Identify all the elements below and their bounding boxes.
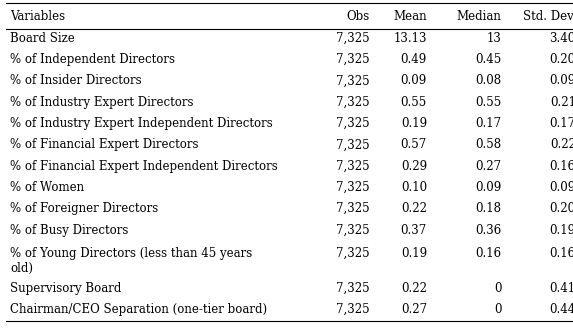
Text: 0.44: 0.44	[550, 303, 573, 316]
Text: 0.22: 0.22	[401, 281, 427, 294]
Text: % of Foreigner Directors: % of Foreigner Directors	[10, 202, 159, 215]
Text: 0.41: 0.41	[550, 281, 573, 294]
Text: 0.22: 0.22	[550, 138, 573, 151]
Text: % of Industry Expert Independent Directors: % of Industry Expert Independent Directo…	[10, 117, 273, 130]
Text: % of Young Directors (less than 45 years
old): % of Young Directors (less than 45 years…	[10, 247, 253, 275]
Text: Obs: Obs	[346, 10, 370, 23]
Text: % of Women: % of Women	[10, 181, 84, 194]
Text: 0.17: 0.17	[550, 117, 573, 130]
Text: 3.40: 3.40	[550, 32, 573, 45]
Text: 7,325: 7,325	[336, 74, 370, 87]
Text: Board Size: Board Size	[10, 32, 75, 45]
Text: 0.27: 0.27	[401, 303, 427, 316]
Text: 7,325: 7,325	[336, 247, 370, 260]
Text: 7,325: 7,325	[336, 181, 370, 194]
Text: 7,325: 7,325	[336, 160, 370, 172]
Text: 0.49: 0.49	[401, 53, 427, 66]
Text: % of Financial Expert Independent Directors: % of Financial Expert Independent Direct…	[10, 160, 278, 172]
Text: 0.17: 0.17	[475, 117, 501, 130]
Text: 0.57: 0.57	[401, 138, 427, 151]
Text: Chairman/CEO Separation (one-tier board): Chairman/CEO Separation (one-tier board)	[10, 303, 268, 316]
Text: 0.36: 0.36	[475, 223, 501, 236]
Text: 0.55: 0.55	[401, 96, 427, 109]
Text: 0: 0	[494, 303, 501, 316]
Text: 0.55: 0.55	[475, 96, 501, 109]
Text: 0.08: 0.08	[475, 74, 501, 87]
Text: 0.09: 0.09	[475, 181, 501, 194]
Text: 0.09: 0.09	[550, 181, 573, 194]
Text: 0.29: 0.29	[401, 160, 427, 172]
Text: 0.45: 0.45	[475, 53, 501, 66]
Text: % of Insider Directors: % of Insider Directors	[10, 74, 142, 87]
Text: 0.20: 0.20	[550, 53, 573, 66]
Text: 0.20: 0.20	[550, 202, 573, 215]
Text: 0.22: 0.22	[401, 202, 427, 215]
Text: 0.19: 0.19	[550, 223, 573, 236]
Text: 13.13: 13.13	[394, 32, 427, 45]
Text: 7,325: 7,325	[336, 202, 370, 215]
Text: 0.58: 0.58	[475, 138, 501, 151]
Text: 7,325: 7,325	[336, 303, 370, 316]
Text: Std. Dev.: Std. Dev.	[523, 10, 573, 23]
Text: 13: 13	[486, 32, 501, 45]
Text: Supervisory Board: Supervisory Board	[10, 281, 121, 294]
Text: 7,325: 7,325	[336, 117, 370, 130]
Text: 0.16: 0.16	[550, 247, 573, 260]
Text: 0.21: 0.21	[550, 96, 573, 109]
Text: Median: Median	[457, 10, 501, 23]
Text: 7,325: 7,325	[336, 281, 370, 294]
Text: % of Busy Directors: % of Busy Directors	[10, 223, 129, 236]
Text: 0.27: 0.27	[475, 160, 501, 172]
Text: 0.18: 0.18	[476, 202, 501, 215]
Text: 7,325: 7,325	[336, 138, 370, 151]
Text: 0.16: 0.16	[475, 247, 501, 260]
Text: % of Independent Directors: % of Independent Directors	[10, 53, 175, 66]
Text: 0.19: 0.19	[401, 117, 427, 130]
Text: 0.09: 0.09	[550, 74, 573, 87]
Text: % of Industry Expert Directors: % of Industry Expert Directors	[10, 96, 194, 109]
Text: 7,325: 7,325	[336, 32, 370, 45]
Text: 7,325: 7,325	[336, 96, 370, 109]
Text: 0.09: 0.09	[401, 74, 427, 87]
Text: 0.37: 0.37	[401, 223, 427, 236]
Text: 0.19: 0.19	[401, 247, 427, 260]
Text: 0.10: 0.10	[401, 181, 427, 194]
Text: 0.16: 0.16	[550, 160, 573, 172]
Text: % of Financial Expert Directors: % of Financial Expert Directors	[10, 138, 199, 151]
Text: 7,325: 7,325	[336, 53, 370, 66]
Text: Mean: Mean	[393, 10, 427, 23]
Text: Variables: Variables	[10, 10, 65, 23]
Text: 0: 0	[494, 281, 501, 294]
Text: 7,325: 7,325	[336, 223, 370, 236]
